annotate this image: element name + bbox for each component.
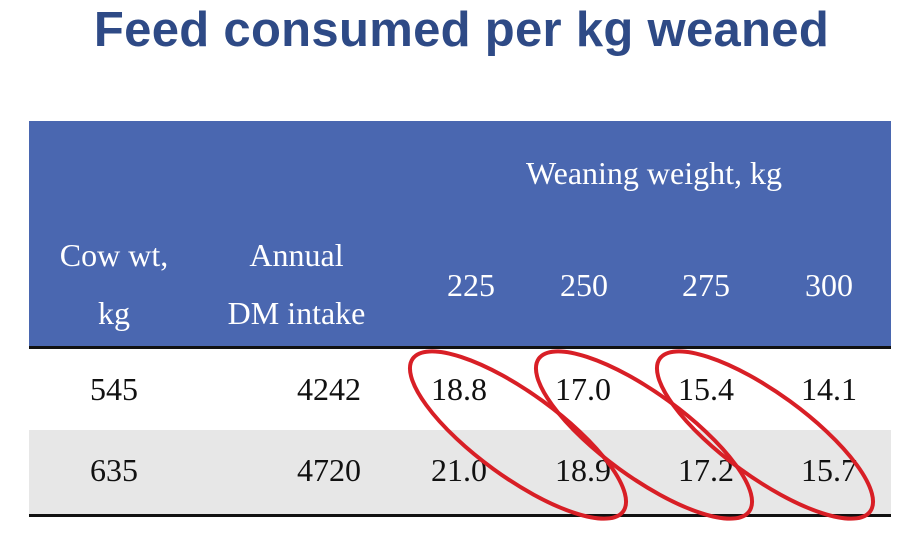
header-weight-300: 300: [805, 267, 853, 303]
intake-cell: 4720: [297, 452, 361, 488]
value-cell-300: 14.1: [801, 371, 857, 407]
cow-wt-cell: 545: [90, 371, 138, 407]
header-cow-wt-line1: Cow wt,: [59, 237, 169, 273]
value-cell-300: 15.7: [801, 452, 857, 488]
page-title: Feed consumed per kg weaned: [93, 3, 830, 57]
header-weight-250: 250: [560, 267, 608, 303]
cow-wt-cell: 635: [90, 452, 138, 488]
header-weight-225: 225: [447, 267, 495, 303]
ellipse-annotation-1: [407, 349, 629, 521]
group-header-weaning-weight: Weaning weight, kg: [525, 155, 783, 191]
value-cell-250: 17.0: [555, 371, 611, 407]
header-weight-275: 275: [682, 267, 730, 303]
header-intake-line2: DM intake: [227, 295, 366, 331]
table-row: 545 4242 18.8 17.0 15.4 14.1: [29, 349, 891, 433]
header-intake-line1: Annual: [249, 237, 344, 273]
table-header: Weaning weight, kg Cow wt, kg Annual DM …: [29, 121, 891, 349]
value-cell-275: 15.4: [678, 371, 734, 407]
ellipse-annotation-3: [654, 349, 876, 521]
header-cow-wt-line2: kg: [98, 295, 130, 331]
value-cell-225: 18.8: [431, 371, 487, 407]
intake-cell: 4242: [297, 371, 361, 407]
